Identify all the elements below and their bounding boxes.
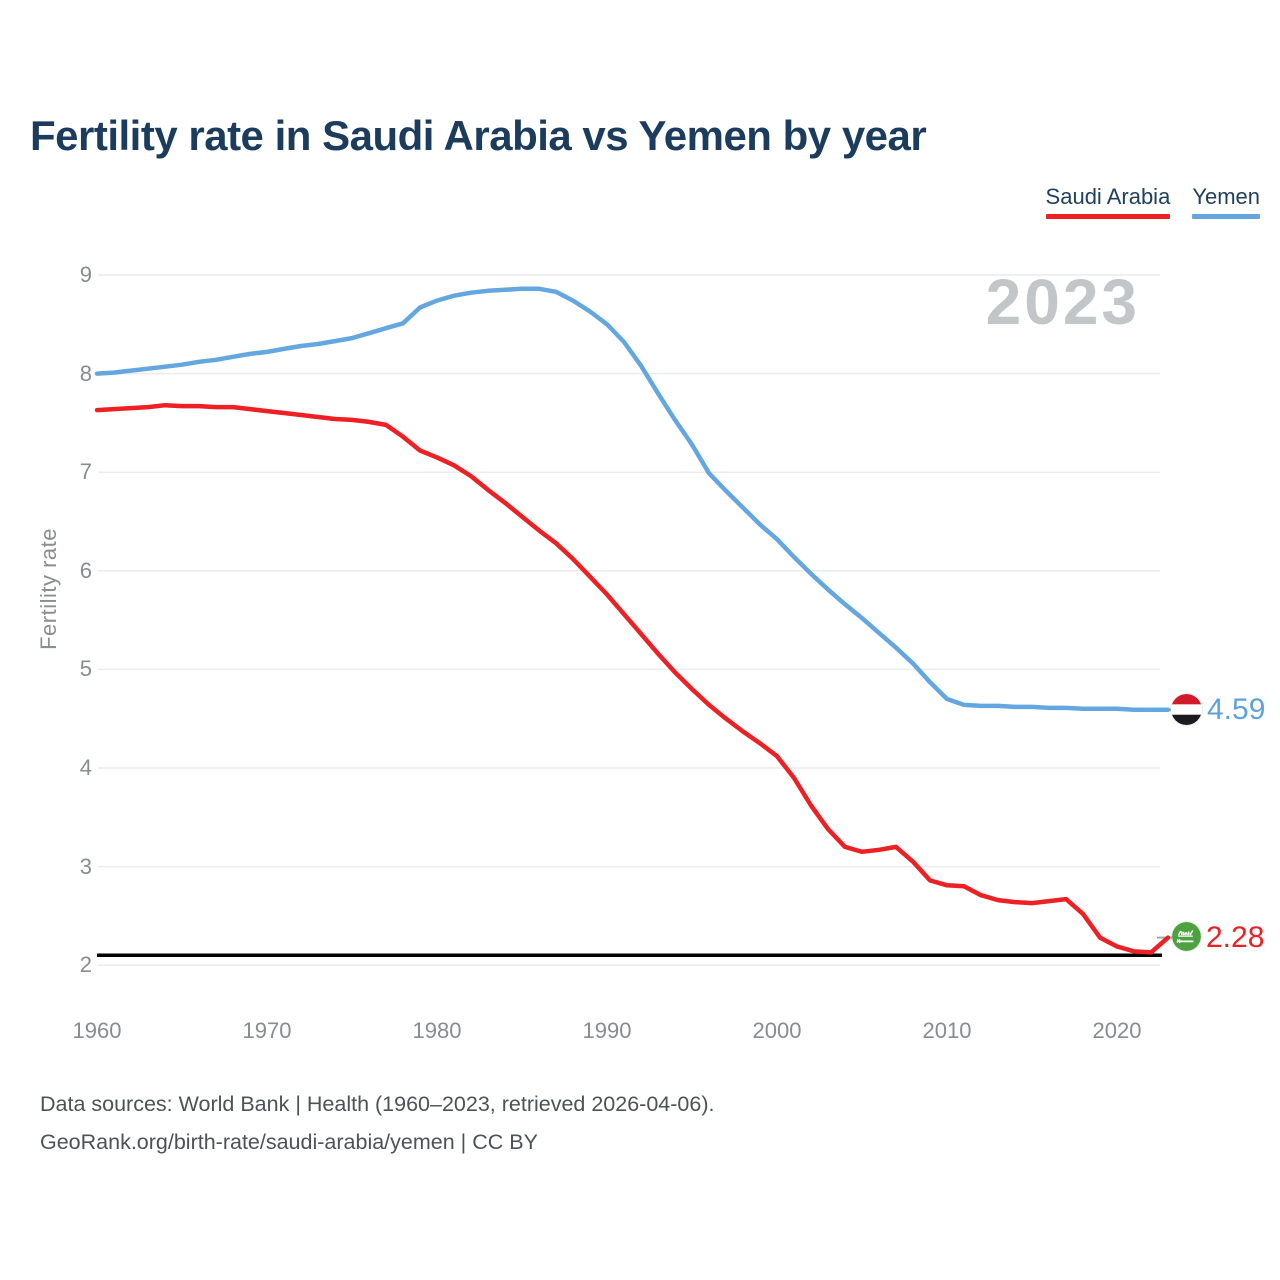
yemen-flag-icon [1171,694,1202,725]
footer: Data sources: World Bank | Health (1960–… [40,1085,714,1161]
year-watermark: 2023 [985,266,1140,338]
legend-underline-saudi-arabia [1045,214,1171,219]
legend-item-saudi-arabia[interactable]: Saudi Arabia [1045,184,1171,219]
x-tick-label: 2000 [752,1018,802,1043]
y-tick-label: 6 [79,557,92,583]
y-tick-label: 9 [79,262,92,287]
y-tick-label: 7 [79,459,92,485]
legend-item-yemen[interactable]: Yemen [1192,184,1260,219]
x-tick-label: 2010 [922,1018,972,1043]
saudi-arabia-flag-icon [1172,922,1201,951]
y-tick-label: 2 [79,952,92,978]
x-tick-label: 1980 [412,1018,462,1043]
page-title: Fertility rate in Saudi Arabia vs Yemen … [30,112,927,159]
legend: Saudi Arabia Yemen [1045,184,1260,219]
footer-attribution-line: GeoRank.org/birth-rate/saudi-arabia/yeme… [40,1130,538,1154]
y-tick-label: 5 [79,656,92,682]
y-axis-title: Fertility rate [36,528,61,650]
saudi-arabia-end-value: 2.28 [1206,921,1265,954]
x-tick-label: 1960 [72,1018,122,1043]
legend-label-saudi-arabia: Saudi Arabia [1045,184,1171,209]
y-tick-label: 3 [79,853,92,879]
legend-label-yemen: Yemen [1192,184,1260,209]
x-tick-label: 1970 [242,1018,292,1043]
footer-sources-line: Data sources: World Bank | Health (1960–… [40,1092,715,1116]
y-tick-label: 4 [79,755,92,780]
saudi-arabia-line[interactable] [94,402,1171,955]
y-tick-label: 8 [79,360,92,386]
yemen-line[interactable] [94,286,1171,713]
legend-underline-yemen [1192,214,1260,219]
x-tick-label: 1990 [582,1018,632,1043]
yemen-end-value: 4.59 [1207,693,1266,726]
x-tick-label: 2020 [1092,1018,1142,1043]
